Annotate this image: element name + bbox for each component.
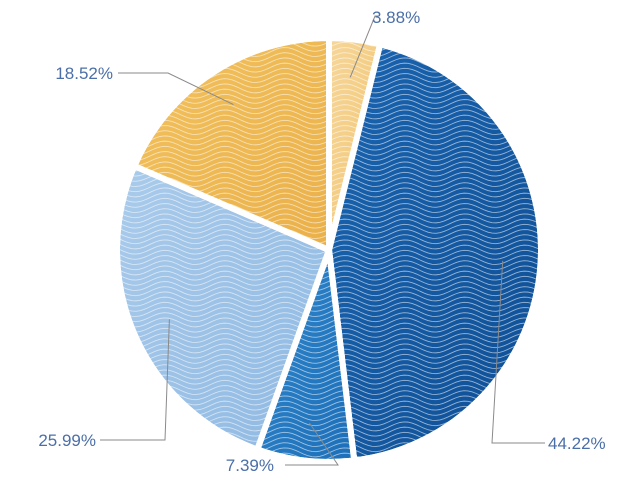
pie-slice-texture-2 — [326, 41, 544, 464]
slice-label-2: 44.22% — [548, 434, 606, 453]
slice-label-1: 3.88% — [372, 8, 420, 27]
pie-slice-texture-4 — [114, 163, 332, 453]
leader-line-5 — [118, 72, 234, 106]
leader-lines — [100, 15, 545, 466]
pie-slice-texture-5 — [131, 35, 332, 253]
pie-slices — [114, 35, 544, 465]
leader-line-4 — [100, 319, 170, 441]
slice-label-3: 7.39% — [226, 456, 274, 475]
slice-label-5: 18.52% — [55, 64, 113, 83]
slice-label-4: 25.99% — [38, 431, 96, 450]
leader-line-2 — [491, 260, 545, 444]
leader-line-1 — [349, 15, 378, 78]
slice-labels: 3.88% 44.22% 7.39% 25.99% 18.52% — [38, 8, 605, 475]
leader-line-3 — [285, 422, 339, 466]
